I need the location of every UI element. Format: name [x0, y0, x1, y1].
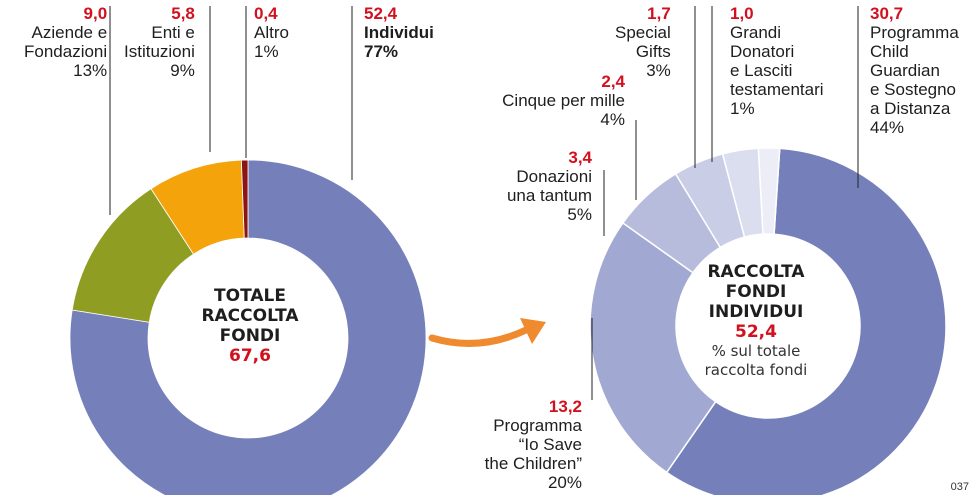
- left-center-label: TOTALE RACCOLTA FONDI 67,6: [201, 286, 299, 366]
- label-donazioni: 3,4 Donazioni una tantum 5%: [506, 148, 592, 224]
- footer-code: 037: [950, 481, 969, 493]
- label-individui: 52,4 Individui 77%: [364, 4, 434, 61]
- label-aziende: 9,0 Aziende e Fondazioni 13%: [24, 4, 108, 80]
- label-special-gifts: 1,7 Special Gifts 3%: [615, 4, 671, 80]
- label-enti: 5,8 Enti e Istituzioni 9%: [124, 4, 195, 80]
- label-cinque-per-mille: 2,4 Cinque per mille 4%: [502, 72, 625, 129]
- right-center-label: RACCOLTA FONDI INDIVIDUI 52,4 % sul tota…: [704, 262, 808, 379]
- label-child-guardian: 30,7 Programma Child Guardian e Sostegno…: [870, 4, 959, 137]
- label-altro: 0,4 Altro 1%: [254, 4, 289, 61]
- donut-hole: [676, 234, 860, 418]
- label-grandi-donatori: 1,0 Grandi Donatori e Lasciti testamenta…: [730, 4, 824, 118]
- connector-arrow: [428, 326, 530, 347]
- label-io-save: 13,2 Programma “Io Save the Children” 20…: [484, 397, 582, 492]
- donut-hole: [148, 238, 348, 438]
- arrow-head-icon: [520, 318, 546, 344]
